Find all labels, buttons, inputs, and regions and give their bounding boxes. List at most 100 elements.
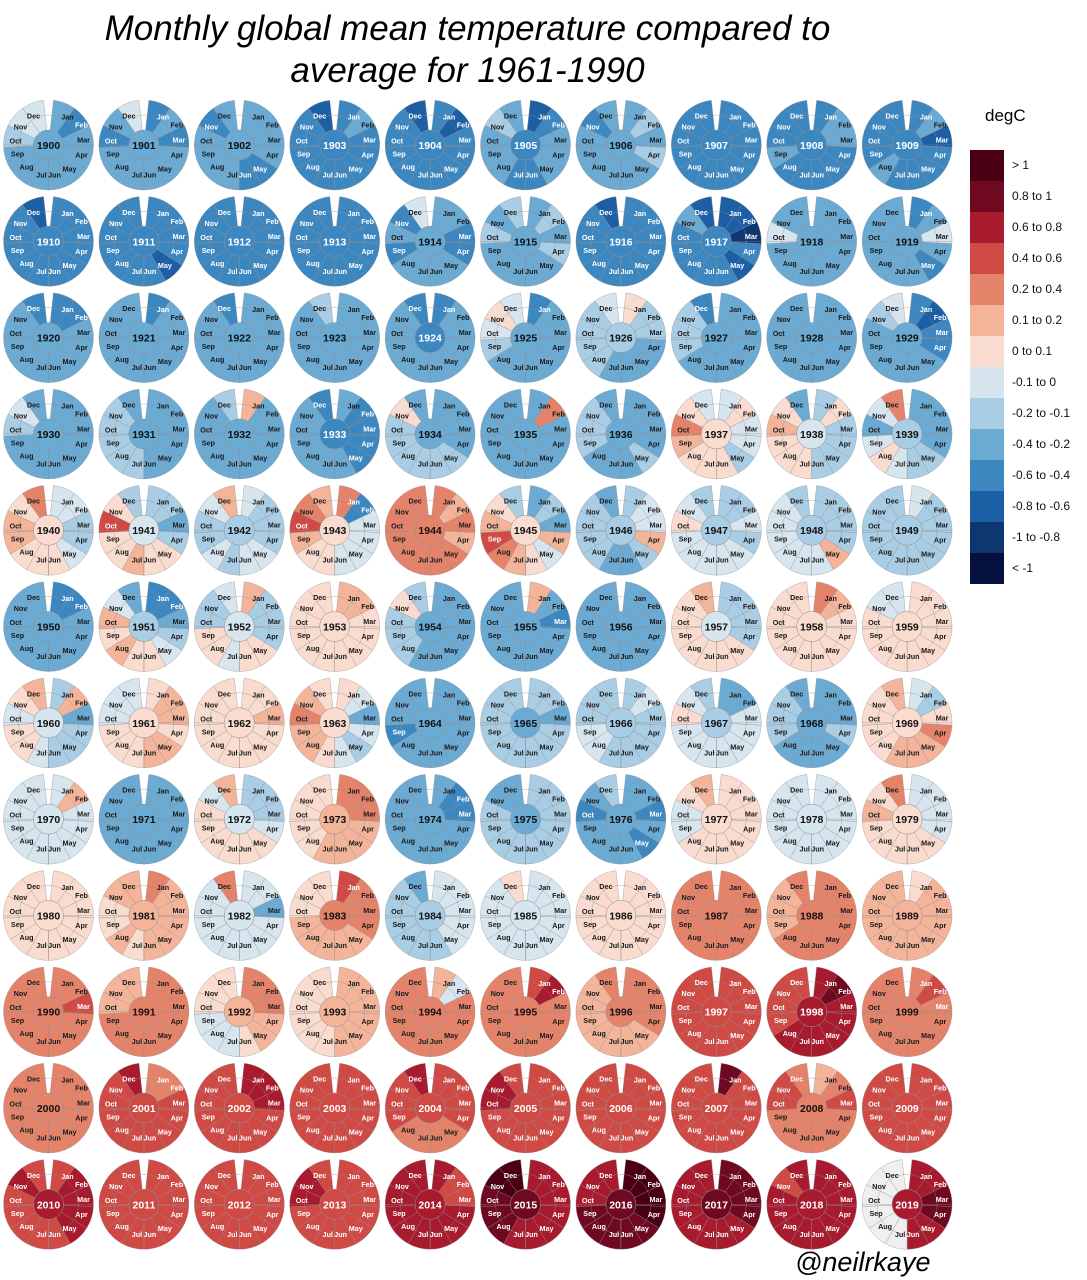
month-label: Aug xyxy=(306,259,320,268)
month-label: Sep xyxy=(297,246,311,255)
month-label: Dec xyxy=(504,1171,517,1180)
month-label: Aug xyxy=(115,837,129,846)
month-label: Jul xyxy=(609,267,619,276)
month-label: Jul xyxy=(609,845,619,854)
month-label: Apr xyxy=(266,1210,279,1219)
month-label: Apr xyxy=(934,1210,947,1219)
year-label: 1938 xyxy=(800,429,824,441)
year-center xyxy=(224,514,255,546)
month-label: Jan xyxy=(538,787,550,796)
month-label: Jul xyxy=(609,556,619,565)
month-label: Aug xyxy=(306,1126,320,1135)
month-label: Feb xyxy=(266,891,279,900)
month-label: Jun xyxy=(334,556,347,565)
year-label: 2017 xyxy=(705,1199,729,1211)
month-label: Feb xyxy=(743,1180,756,1189)
month-label: Aug xyxy=(20,548,34,557)
month-label: Mar xyxy=(459,232,472,241)
month-label: Jun xyxy=(621,1134,634,1143)
month-label: Sep xyxy=(488,246,502,255)
month-label: May xyxy=(826,1031,840,1040)
month-label: Oct xyxy=(200,233,213,242)
month-label: Dec xyxy=(695,882,708,891)
month-label: Aug xyxy=(687,1222,701,1231)
year-label: 1916 xyxy=(609,236,633,248)
month-label: Dec xyxy=(790,497,803,506)
month-label: Jan xyxy=(443,883,455,892)
month-label: Dec xyxy=(409,786,422,795)
month-label: Sep xyxy=(106,920,120,929)
month-label: Dec xyxy=(313,112,326,121)
month-label: Sep xyxy=(774,438,788,447)
month-label: Aug xyxy=(592,933,606,942)
month-label: Jun xyxy=(621,652,634,661)
month-label: Jul xyxy=(36,652,46,661)
credit-text: @neilrkaye xyxy=(795,1247,931,1277)
year-center xyxy=(128,611,160,642)
month-label: Apr xyxy=(552,1210,565,1219)
month-label: Apr xyxy=(552,439,565,448)
month-label: Sep xyxy=(297,535,311,544)
month-label: Feb xyxy=(743,121,756,130)
month-label: May xyxy=(349,165,363,174)
month-label: Nov xyxy=(872,1182,886,1191)
year-label: 1929 xyxy=(895,333,919,345)
month-label: Sep xyxy=(202,342,216,351)
month-label: Mar xyxy=(745,521,758,530)
month-label: Apr xyxy=(362,1114,375,1123)
month-label: Sep xyxy=(774,1209,788,1218)
year-center xyxy=(128,803,160,835)
month-label: Feb xyxy=(648,506,661,515)
month-label: Dec xyxy=(504,208,517,217)
month-label: Dec xyxy=(886,304,899,313)
month-label: Jul xyxy=(800,748,810,757)
month-label: Jul xyxy=(36,363,46,372)
month-label: Oct xyxy=(677,907,690,916)
month-label: Mar xyxy=(840,617,853,626)
month-label: Nov xyxy=(682,604,696,613)
month-label: Jul xyxy=(323,267,333,276)
year-label: 1942 xyxy=(228,525,252,537)
legend-label: 0.6 to 0.8 xyxy=(1012,220,1063,234)
legend-label: -0.8 to -0.6 xyxy=(1012,499,1071,513)
month-label: Jun xyxy=(48,363,61,372)
month-label: Oct xyxy=(10,618,23,627)
year-center xyxy=(319,900,350,931)
month-label: May xyxy=(826,550,840,559)
month-label: Sep xyxy=(583,535,597,544)
month-label: Jul xyxy=(513,845,523,854)
month-label: Jan xyxy=(538,1076,550,1085)
month-label: Aug xyxy=(401,163,415,172)
month-label: Nov xyxy=(872,411,886,420)
month-label: Jun xyxy=(144,1037,157,1046)
year-label: 1931 xyxy=(132,429,156,441)
month-label: Dec xyxy=(313,689,326,698)
month-label: Apr xyxy=(839,343,852,352)
month-label: Dec xyxy=(313,1075,326,1084)
month-label: Sep xyxy=(870,150,884,159)
month-label: Dec xyxy=(218,304,231,313)
month-label: Sep xyxy=(393,246,407,255)
month-label: Dec xyxy=(790,1075,803,1084)
month-label: Nov xyxy=(205,1182,219,1191)
month-label: Mar xyxy=(268,424,281,433)
month-label: Apr xyxy=(362,439,375,448)
month-label: Sep xyxy=(583,342,597,351)
legend-swatch xyxy=(970,429,1004,460)
month-label: May xyxy=(158,1128,172,1137)
month-label: May xyxy=(730,453,744,462)
month-label: Sep xyxy=(393,920,407,929)
year-label: 2000 xyxy=(37,1103,61,1115)
month-label: Dec xyxy=(790,786,803,795)
month-label: Mar xyxy=(554,521,567,530)
month-label: Jan xyxy=(443,498,455,507)
month-label: Jan xyxy=(443,787,455,796)
month-label: May xyxy=(349,839,363,848)
